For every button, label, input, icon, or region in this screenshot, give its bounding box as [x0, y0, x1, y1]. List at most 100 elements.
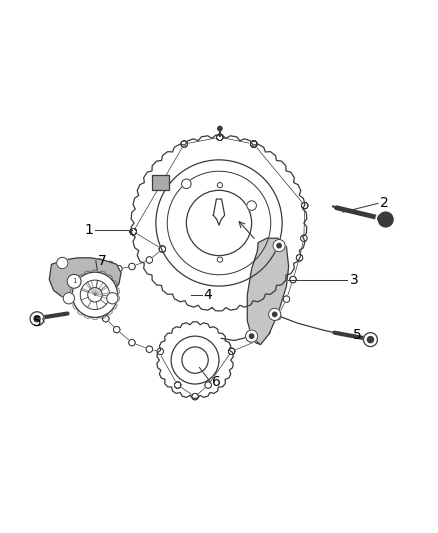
- Polygon shape: [49, 258, 121, 308]
- Circle shape: [228, 348, 235, 354]
- Circle shape: [300, 235, 307, 241]
- Circle shape: [146, 346, 152, 352]
- Circle shape: [129, 340, 135, 346]
- Circle shape: [30, 312, 44, 326]
- Circle shape: [283, 296, 290, 302]
- Circle shape: [182, 179, 191, 189]
- Circle shape: [159, 246, 166, 252]
- Circle shape: [251, 141, 257, 147]
- Circle shape: [217, 134, 223, 141]
- Circle shape: [130, 229, 137, 235]
- Circle shape: [217, 134, 223, 141]
- Circle shape: [228, 348, 235, 354]
- Circle shape: [264, 328, 270, 335]
- Circle shape: [192, 393, 198, 400]
- Text: 5: 5: [353, 328, 362, 342]
- Circle shape: [130, 229, 137, 235]
- Circle shape: [113, 326, 120, 333]
- Circle shape: [129, 263, 135, 270]
- Circle shape: [301, 203, 308, 209]
- Circle shape: [146, 257, 152, 263]
- Circle shape: [251, 141, 257, 147]
- Circle shape: [130, 229, 137, 235]
- Text: 7: 7: [98, 254, 107, 268]
- Circle shape: [272, 312, 277, 317]
- Circle shape: [192, 393, 198, 400]
- Circle shape: [129, 340, 135, 346]
- Circle shape: [300, 235, 307, 241]
- Text: 4: 4: [204, 288, 212, 302]
- Circle shape: [72, 272, 117, 318]
- Circle shape: [217, 257, 223, 262]
- Circle shape: [107, 293, 118, 304]
- Circle shape: [218, 126, 222, 131]
- Circle shape: [228, 348, 235, 354]
- Circle shape: [57, 257, 68, 269]
- Circle shape: [34, 316, 40, 322]
- Circle shape: [251, 141, 257, 147]
- Circle shape: [159, 246, 166, 252]
- Circle shape: [217, 134, 223, 141]
- Circle shape: [205, 382, 212, 389]
- Circle shape: [290, 276, 296, 283]
- Circle shape: [87, 298, 94, 304]
- Circle shape: [251, 141, 257, 147]
- Circle shape: [174, 382, 181, 389]
- Circle shape: [130, 229, 137, 235]
- Circle shape: [130, 229, 137, 235]
- Circle shape: [85, 263, 92, 270]
- Circle shape: [251, 141, 257, 147]
- Circle shape: [181, 141, 187, 147]
- Circle shape: [85, 263, 92, 270]
- Circle shape: [217, 134, 223, 141]
- Circle shape: [157, 348, 163, 354]
- Circle shape: [174, 382, 181, 389]
- Polygon shape: [152, 175, 169, 190]
- Circle shape: [192, 393, 198, 400]
- Circle shape: [181, 141, 187, 147]
- Circle shape: [378, 212, 393, 227]
- Circle shape: [246, 330, 258, 342]
- Circle shape: [102, 316, 109, 322]
- Circle shape: [301, 203, 308, 209]
- Text: 5: 5: [33, 315, 42, 329]
- Text: 6: 6: [212, 375, 221, 389]
- Circle shape: [250, 334, 254, 338]
- Circle shape: [146, 346, 152, 352]
- Circle shape: [77, 272, 83, 278]
- Circle shape: [146, 257, 152, 263]
- Circle shape: [113, 326, 120, 333]
- Circle shape: [251, 141, 257, 147]
- Circle shape: [116, 265, 122, 272]
- Circle shape: [217, 134, 223, 141]
- Circle shape: [255, 337, 261, 344]
- Circle shape: [264, 328, 270, 335]
- Circle shape: [130, 229, 137, 235]
- Circle shape: [116, 265, 122, 272]
- Circle shape: [273, 239, 285, 252]
- Circle shape: [255, 337, 261, 344]
- Circle shape: [181, 141, 187, 147]
- Circle shape: [107, 261, 113, 268]
- Circle shape: [301, 203, 308, 209]
- Circle shape: [130, 229, 137, 235]
- Circle shape: [277, 244, 281, 248]
- Circle shape: [130, 229, 137, 235]
- Circle shape: [79, 292, 85, 298]
- Circle shape: [296, 255, 303, 261]
- Circle shape: [251, 141, 257, 147]
- Circle shape: [205, 382, 212, 389]
- Circle shape: [74, 283, 81, 289]
- Circle shape: [130, 229, 137, 235]
- Text: 1: 1: [72, 278, 76, 284]
- Circle shape: [228, 348, 235, 354]
- Circle shape: [283, 296, 290, 302]
- Text: 1: 1: [84, 222, 93, 237]
- Circle shape: [268, 308, 281, 320]
- Circle shape: [217, 134, 223, 141]
- Circle shape: [130, 229, 137, 235]
- Circle shape: [275, 313, 281, 320]
- Circle shape: [159, 246, 166, 252]
- Circle shape: [63, 293, 74, 304]
- Polygon shape: [247, 238, 289, 345]
